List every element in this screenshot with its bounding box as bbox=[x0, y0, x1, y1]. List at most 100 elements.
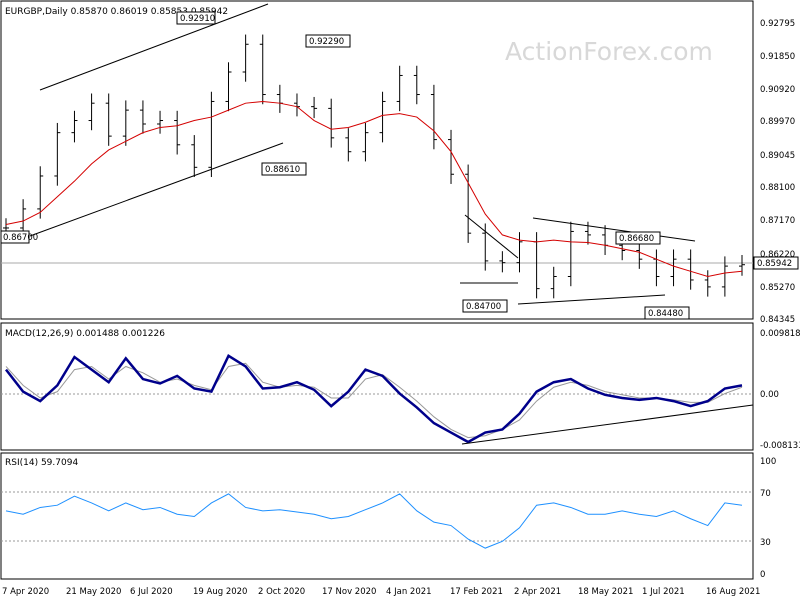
x-tick: 7 Apr 2020 bbox=[2, 587, 49, 597]
x-tick: 21 May 2020 bbox=[66, 587, 121, 597]
wedge-upper-line bbox=[532, 217, 696, 242]
annotation-box bbox=[305, 34, 351, 48]
rsi-tick: 70 bbox=[760, 489, 771, 499]
annotation-low-0: 0.86700 bbox=[3, 233, 38, 243]
ohlc-bar bbox=[567, 221, 574, 287]
macd-trendline bbox=[461, 404, 754, 445]
ohlc-bar bbox=[71, 110, 78, 143]
x-tick: 19 Aug 2020 bbox=[193, 587, 247, 597]
channel-lower-line bbox=[29, 142, 284, 237]
rsi-tick: 0 bbox=[760, 570, 765, 580]
ohlc-bar bbox=[105, 93, 112, 146]
price-tick: 0.89045 bbox=[760, 151, 795, 161]
annotation-box bbox=[261, 162, 307, 176]
channel-upper-line bbox=[39, 3, 269, 91]
macd-tick: 0.00 bbox=[760, 390, 779, 400]
ohlc-bar bbox=[516, 232, 523, 273]
x-tick: 16 Aug 2021 bbox=[706, 587, 760, 597]
ohlc-bar bbox=[448, 129, 455, 184]
triangle-upper-line bbox=[464, 214, 519, 259]
ohlc-bar bbox=[670, 249, 677, 287]
macd-tick: -0.008133 bbox=[760, 441, 800, 451]
x-tick: 6 Jul 2020 bbox=[130, 587, 173, 597]
ohlc-bar bbox=[653, 249, 660, 287]
wedge-lower-line bbox=[517, 294, 666, 305]
price-tick: 0.87170 bbox=[760, 216, 795, 226]
ohlc-bar bbox=[602, 225, 609, 256]
macd-pane-title: MACD(12,26,9) 0.001488 0.001226 bbox=[5, 329, 165, 339]
rsi-line bbox=[5, 493, 743, 549]
moving-average-line bbox=[5, 100, 743, 278]
ohlc-bar bbox=[379, 91, 386, 143]
annotation-high-2: 0.92290 bbox=[309, 37, 344, 47]
ohlc-bar bbox=[293, 93, 300, 117]
price-tick: 0.88100 bbox=[760, 183, 795, 193]
annotation-box bbox=[0, 230, 30, 244]
rsi-tick: 100 bbox=[760, 457, 776, 467]
ohlc-bar bbox=[687, 249, 694, 290]
trendlines bbox=[29, 3, 696, 305]
ohlc-bar bbox=[259, 34, 266, 105]
current-price-box bbox=[753, 256, 799, 270]
ohlc-bar bbox=[704, 270, 711, 297]
annotation-high-3: 0.86680 bbox=[619, 234, 654, 244]
rsi-tick: 30 bbox=[760, 538, 771, 548]
ohlc-bar bbox=[345, 128, 352, 162]
ohlc-bar bbox=[242, 34, 249, 82]
macd-signal-line bbox=[5, 362, 743, 439]
x-tick: 2 Oct 2020 bbox=[258, 587, 305, 597]
x-tick: 2 Apr 2021 bbox=[514, 587, 561, 597]
ohlc-bar bbox=[328, 98, 335, 148]
price-tick: 0.90920 bbox=[760, 85, 795, 95]
ohlc-bar bbox=[413, 65, 420, 105]
ohlc-bar bbox=[37, 166, 44, 219]
ohlc-bar bbox=[550, 266, 557, 299]
ohlc-bar bbox=[430, 84, 437, 150]
price-tick: 0.86220 bbox=[760, 250, 795, 260]
rsi-pane-title: RSI(14) 59.7094 bbox=[5, 458, 78, 468]
ohlc-bar bbox=[157, 110, 164, 134]
annotation-box bbox=[644, 306, 690, 320]
ohlc-bar bbox=[122, 100, 129, 146]
ohlc-bar bbox=[465, 164, 472, 243]
price-tick: 0.91850 bbox=[760, 52, 795, 62]
ohlc-bar bbox=[191, 135, 198, 178]
x-tick: 17 Feb 2021 bbox=[450, 587, 503, 597]
x-axis: 7 Apr 2020 21 May 2020 6 Jul 2020 19 Aug… bbox=[2, 587, 760, 597]
price-tick: 0.89970 bbox=[760, 117, 795, 127]
ohlc-bar bbox=[396, 65, 403, 112]
x-tick: 1 Jul 2021 bbox=[642, 587, 685, 597]
annotation-high-1: 0.92910 bbox=[180, 14, 215, 24]
annotation-box bbox=[176, 11, 216, 25]
annotation-low-2: 0.84700 bbox=[466, 302, 501, 312]
annotation-box bbox=[462, 299, 508, 313]
ohlc-bar bbox=[276, 84, 283, 113]
annotation-box bbox=[615, 231, 661, 245]
ohlc-bar bbox=[88, 93, 95, 131]
ohlc-bar bbox=[311, 96, 318, 119]
annotation-low-3: 0.84480 bbox=[648, 309, 683, 319]
ohlc-bar bbox=[174, 110, 181, 155]
ohlc-bar bbox=[636, 240, 643, 269]
macd-line bbox=[5, 353, 743, 444]
ohlc-bar bbox=[225, 62, 232, 112]
annotation-low-1: 0.88610 bbox=[265, 165, 300, 175]
ohlc-bar bbox=[54, 122, 61, 186]
ohlc-bar bbox=[499, 251, 506, 273]
price-pane-frame bbox=[0, 0, 754, 320]
watermark: ActionForex.com bbox=[505, 37, 713, 66]
price-tick: 0.84345 bbox=[760, 315, 795, 325]
ohlc-bar bbox=[362, 122, 369, 162]
price-pane-title: EURGBP,Daily 0.85870 0.86019 0.85853 0.8… bbox=[5, 7, 228, 17]
price-bars bbox=[3, 34, 745, 299]
x-tick: 17 Nov 2020 bbox=[322, 587, 376, 597]
price-tick: 0.92795 bbox=[760, 19, 795, 29]
ohlc-bar bbox=[139, 100, 146, 134]
ohlc-bar bbox=[739, 255, 745, 276]
price-annotations: 0.92910 0.92290 0.88610 0.86700 0.84700 … bbox=[0, 11, 690, 320]
macd-pane-frame bbox=[0, 322, 754, 451]
ohlc-bar bbox=[721, 256, 728, 297]
ohlc-bar bbox=[482, 223, 489, 271]
price-tick: 0.85270 bbox=[760, 283, 795, 293]
